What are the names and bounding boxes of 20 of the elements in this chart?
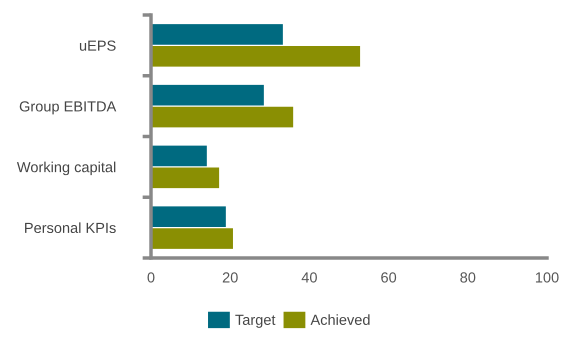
bar xyxy=(151,167,220,188)
bar xyxy=(151,146,207,166)
x-tick-label: 40 xyxy=(302,272,317,283)
legend-label: Achieved xyxy=(310,314,370,325)
x-tick-label: 80 xyxy=(460,272,476,283)
x-tick-label: 20 xyxy=(222,272,238,283)
bar xyxy=(151,206,226,228)
x-tick-label: 60 xyxy=(381,272,396,283)
y-tick-label: Group EBITDA xyxy=(20,101,116,114)
y-tick-label: Personal KPIs xyxy=(25,222,116,234)
y-tick-label: uEPS xyxy=(80,40,116,51)
x-tick-label: 0 xyxy=(148,272,154,283)
bar xyxy=(151,228,233,249)
bar xyxy=(151,46,360,67)
bar xyxy=(151,106,294,128)
legend-label: Target xyxy=(235,314,276,328)
bar xyxy=(151,84,264,106)
bar xyxy=(151,24,283,45)
x-tick-label: 100 xyxy=(536,272,559,283)
y-tick-label: Working capital xyxy=(16,162,116,176)
